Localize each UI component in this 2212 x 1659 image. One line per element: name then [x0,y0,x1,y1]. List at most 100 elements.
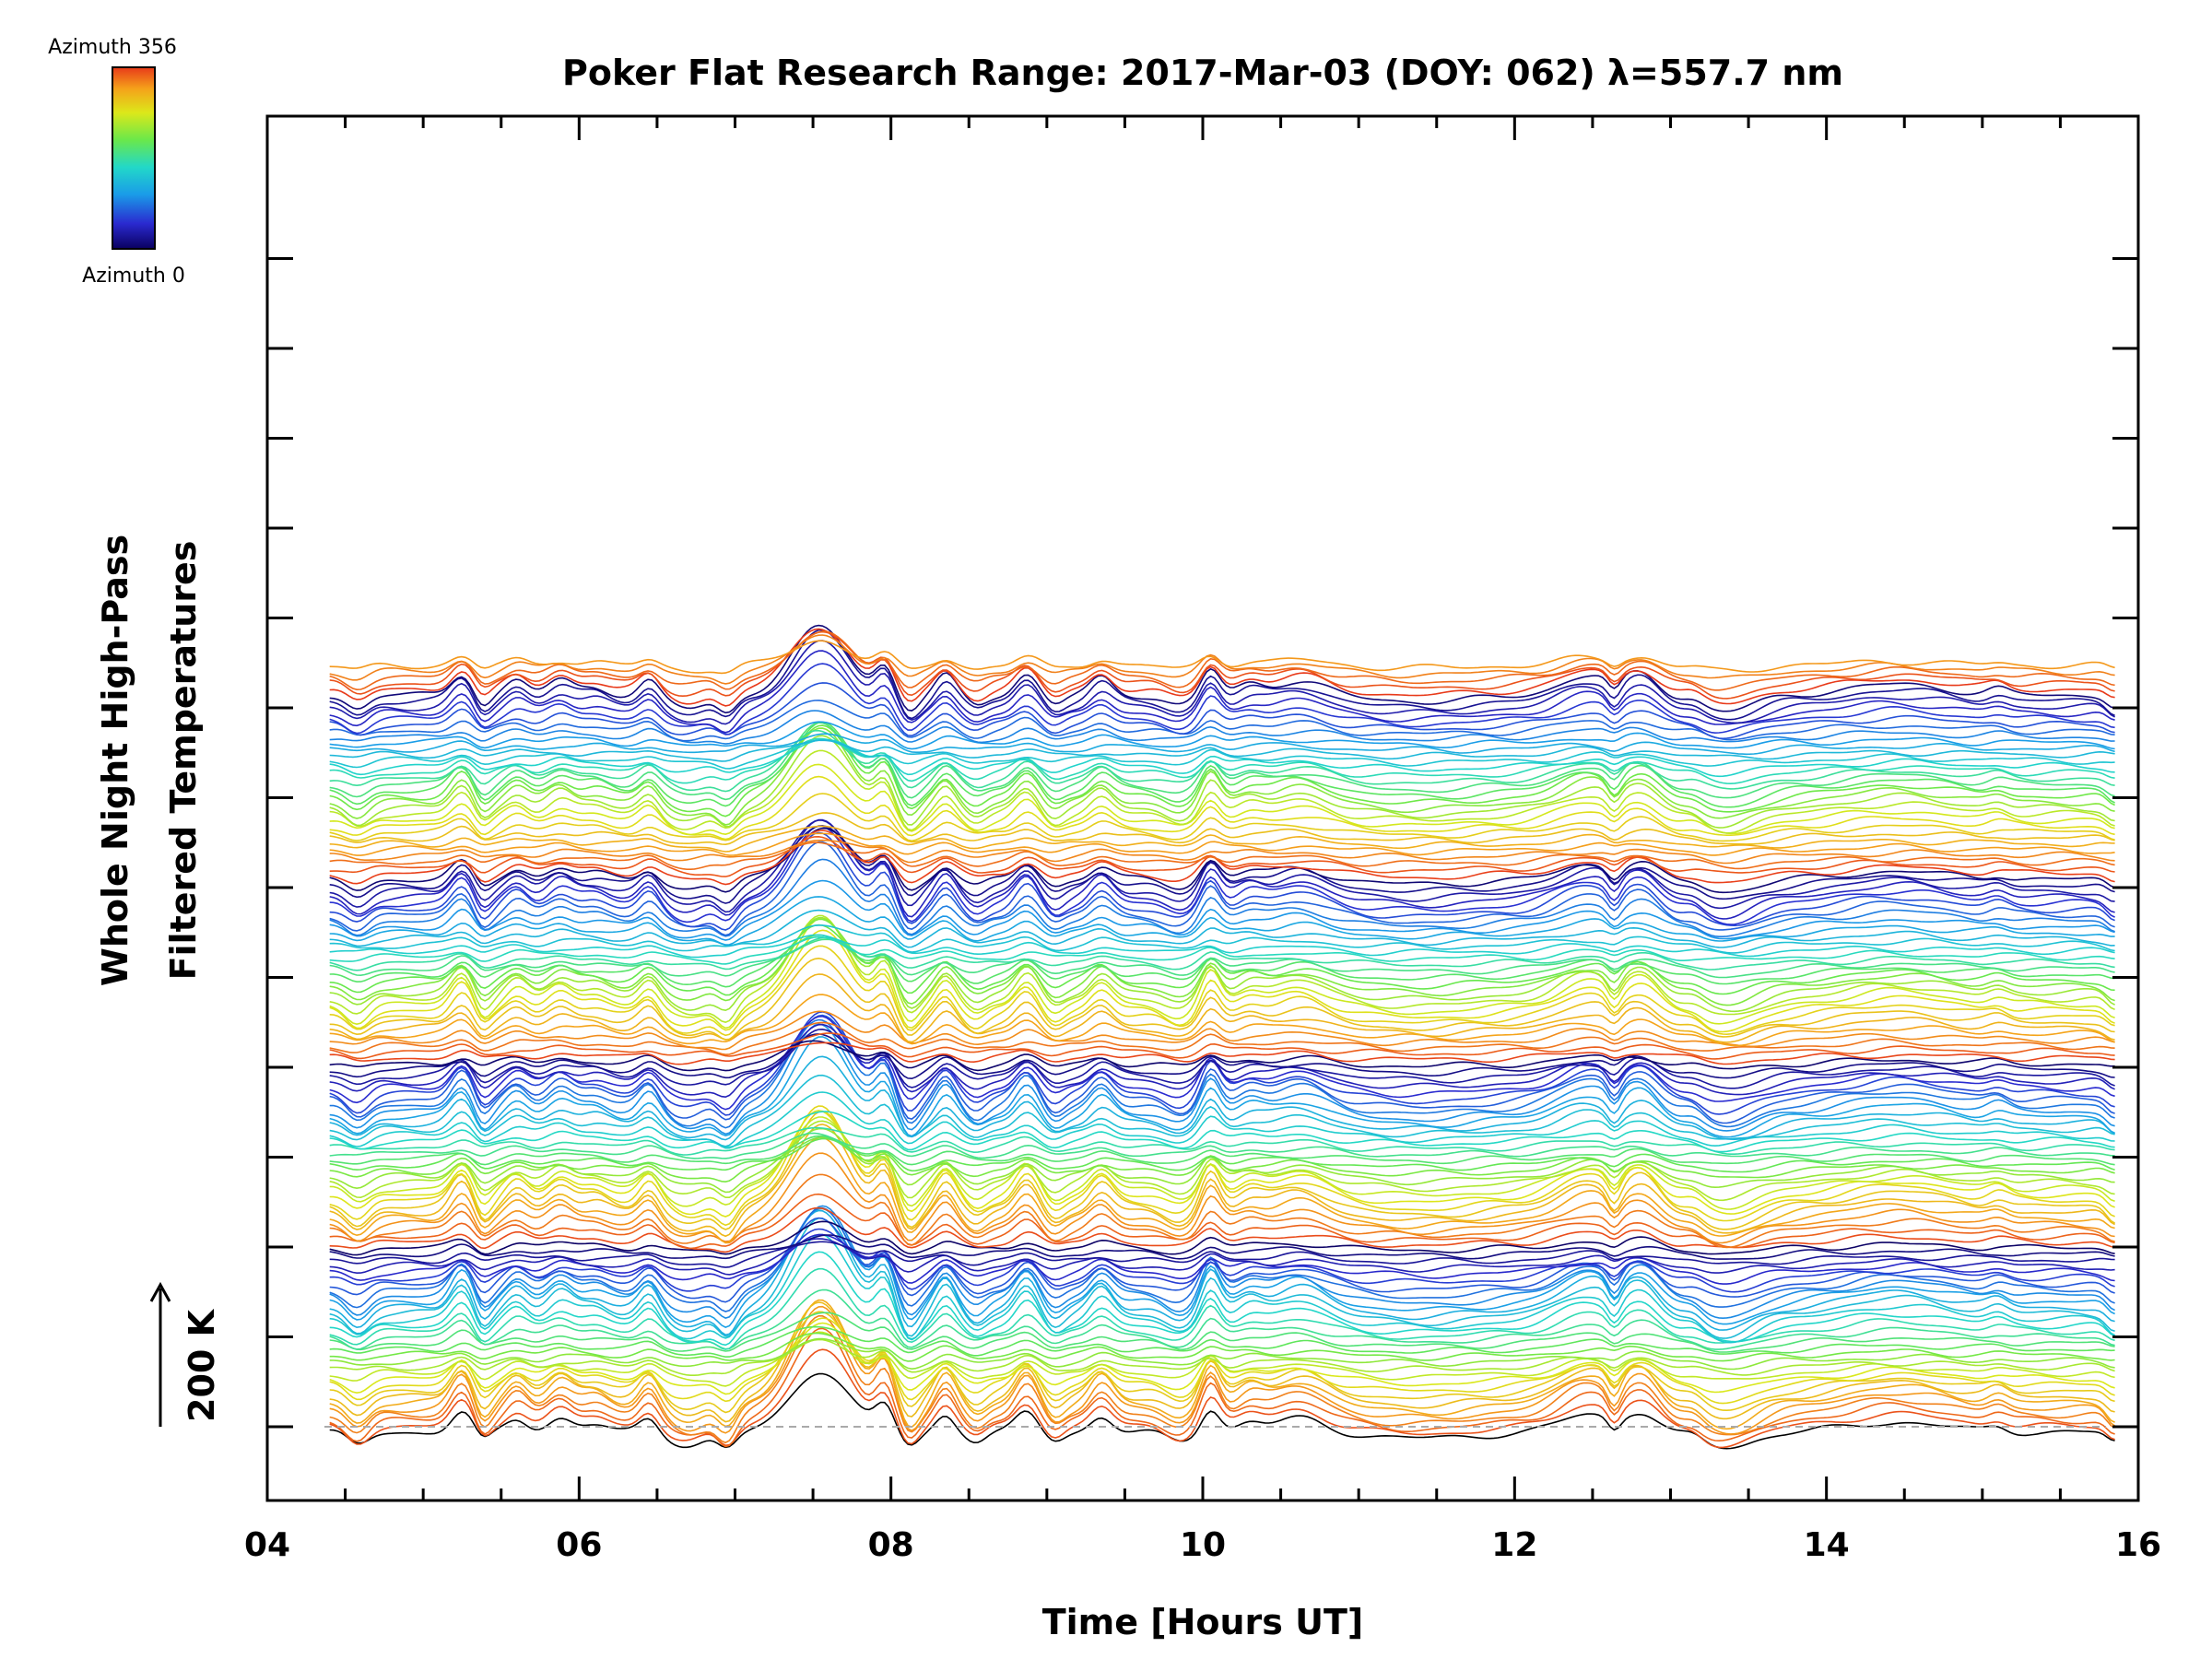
temperature-trace [329,640,2115,725]
x-tick-label: 04 [244,1526,290,1564]
y-axis-label-line2: Filtered Temperatures [163,541,204,981]
temperature-trace [329,630,2115,700]
temperature-trace [329,1105,2115,1227]
temperature-trace [329,918,2115,1006]
temperature-trace [329,1010,2115,1051]
temperature-trace [329,1301,2115,1423]
temperature-trace [329,1337,2115,1371]
colorbar-top-label: Azimuth 356 [48,36,177,59]
temperature-trace [329,1234,2115,1260]
temperature-trace [329,825,2115,853]
temperature-trace [329,1233,2115,1344]
temperature-trace [329,1312,2115,1353]
temperature-trace [329,916,2115,1013]
temperature-trace [329,1011,2115,1116]
scale-bar-label: 200 K [182,1308,222,1422]
x-tick-label: 16 [2115,1526,2161,1564]
temperature-trace [329,830,2115,886]
temperature-trace [329,630,2115,691]
temperature-trace [329,1124,2115,1238]
temperature-trace [329,1305,2116,1435]
temperature-trace [329,812,2115,846]
temperature-trace [329,628,2115,707]
temperature-trace [329,733,2115,756]
temperature-trace [329,1311,2115,1414]
temperature-trace [329,735,2115,829]
chart-title: Poker Flat Research Range: 2017-Mar-03 (… [562,53,1843,93]
temperature-trace [329,1267,2115,1350]
temperature-trace [329,700,2115,742]
temperature-trace [329,763,2115,836]
temperature-trace [329,1111,2115,1153]
temperature-trace [329,929,2115,1033]
x-tick-label: 10 [1180,1526,1226,1564]
temperature-trace [329,936,2115,971]
temperature-trace [329,935,2115,965]
temperature-trace [329,1206,2115,1253]
temperature-trace [329,738,2115,770]
temperature-trace [329,858,2115,937]
x-tick-label: 08 [868,1526,914,1564]
temperature-trace [329,1338,2115,1376]
colorbar [112,66,156,250]
temperature-trace [329,825,2115,925]
traces [329,624,2116,1450]
temperature-trace [329,934,2115,988]
temperature-trace [329,994,2115,1047]
temperature-trace [329,1206,2115,1312]
temperature-trace [329,1228,2115,1293]
temperature-trace [329,650,2115,734]
temperature-trace [329,1207,2115,1328]
temperature-trace [329,879,2115,941]
temperature-trace [329,682,2115,740]
temperature-trace [329,819,2115,913]
temperature-trace [329,841,2115,870]
temperature-trace [329,1023,2115,1135]
temperature-trace [329,721,2115,750]
temperature-trace [329,1110,2115,1218]
temperature-trace [329,1327,2115,1448]
temperature-trace [329,1217,2115,1303]
temperature-trace [329,973,2115,1043]
temperature-trace [329,832,2115,856]
temperature-trace [329,896,2115,946]
temperature-trace [329,818,2115,920]
temperature-trace [329,1041,2115,1065]
temperature-trace [329,629,2115,721]
temperature-trace [329,710,2115,745]
temperature-trace [329,1241,2115,1268]
y-axis-label-line1: Whole Night High-Pass [95,535,135,986]
temperature-trace [329,914,2115,1024]
temperature-trace [329,1021,2115,1056]
temperature-trace [329,909,2115,948]
temperature-trace [329,1348,2115,1449]
temperature-trace [329,793,2115,842]
temperature-trace [329,835,2115,877]
temperature-trace [329,831,2115,931]
temperature-trace [329,1315,2115,1444]
temperature-trace [329,917,2115,1030]
temperature-trace [329,924,2115,954]
temperature-trace [329,1332,2115,1362]
temperature-trace [329,721,2115,808]
temperature-trace [329,827,2115,894]
colorbar-bottom-label: Azimuth 0 [82,265,185,288]
temperature-trace [329,738,2115,778]
x-tick-label: 06 [556,1526,602,1564]
scale-bar: 200 K [149,1281,222,1427]
temperature-trace [329,839,2115,865]
temperature-trace [329,663,2115,735]
temperature-trace [329,825,2115,904]
temperature-trace [329,957,2115,1041]
temperature-trace [329,1135,2115,1183]
temperature-trace [329,1209,2115,1336]
temperature-trace [329,1055,2115,1141]
temperature-trace [329,1014,2115,1124]
temperature-trace [329,737,2115,785]
temperature-trace [329,722,2115,801]
temperature-trace [329,1135,2115,1166]
temperature-trace [329,841,2115,936]
temperature-trace [329,1028,2115,1089]
temperature-trace [329,1173,2115,1249]
temperature-trace [329,640,2115,675]
